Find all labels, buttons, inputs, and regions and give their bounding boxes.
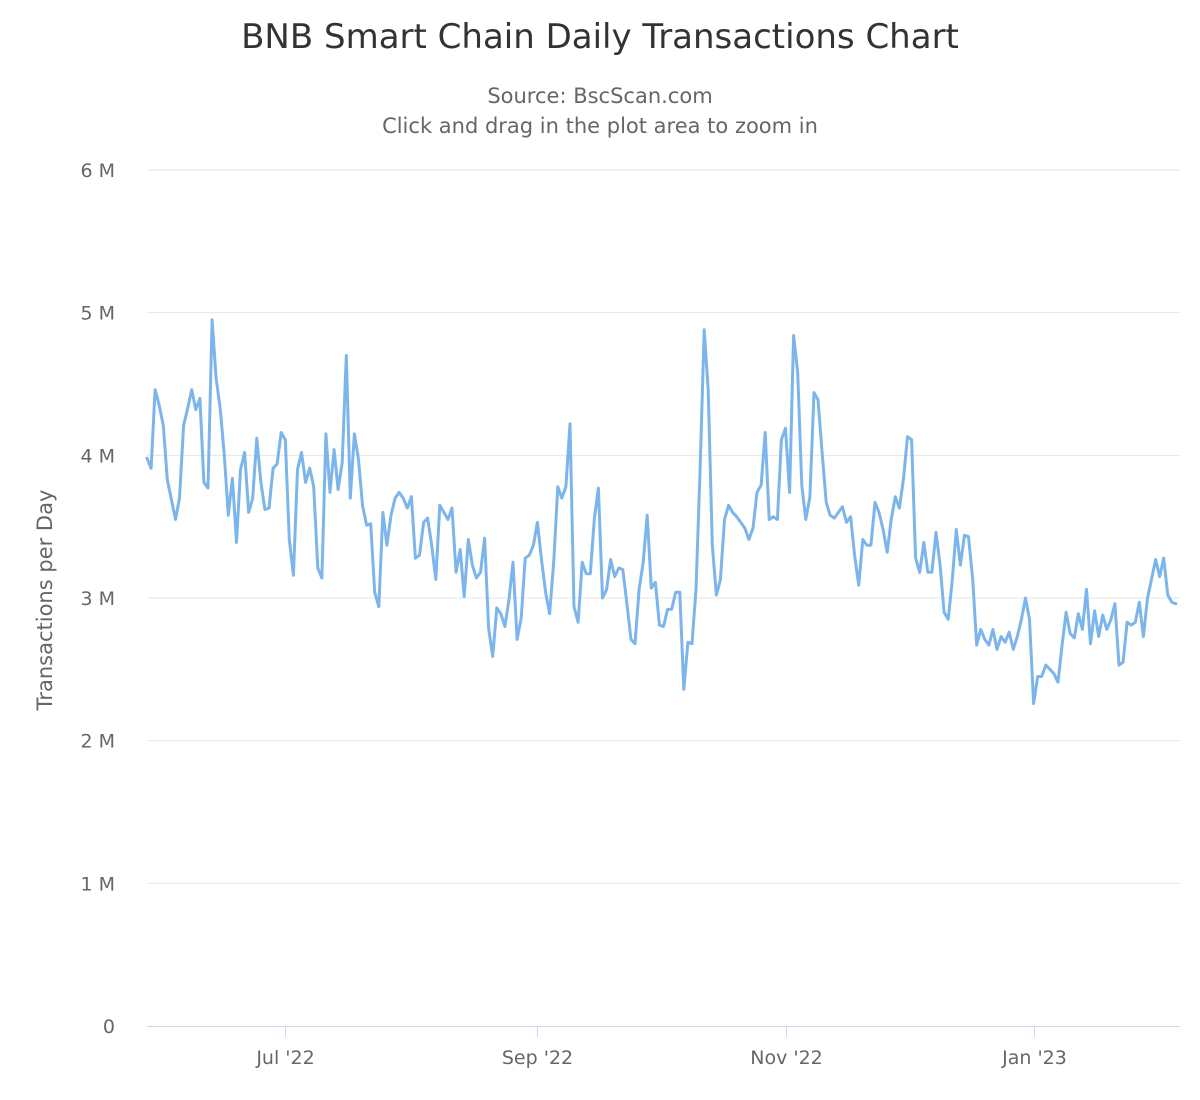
grid-lines xyxy=(147,169,1180,884)
chart-zoom-hint: Click and drag in the plot area to zoom … xyxy=(382,114,818,138)
chart-subtitle: Source: BscScan.com xyxy=(487,84,712,108)
x-tick-label: Jul '22 xyxy=(255,1047,314,1069)
y-tick-label: 1 M xyxy=(80,873,115,895)
chart-title: BNB Smart Chain Daily Transactions Chart xyxy=(241,17,959,57)
x-tick-label: Sep '22 xyxy=(502,1047,573,1069)
y-tick-label: 0 xyxy=(103,1016,115,1038)
series-group xyxy=(145,318,1178,706)
x-axis: Jul '22 Sep '22 Nov '22 Jan '23 xyxy=(147,1026,1180,1069)
x-tick-label: Nov '22 xyxy=(750,1047,823,1069)
x-tick-label: Jan '23 xyxy=(1001,1047,1067,1069)
series-line[interactable] xyxy=(145,318,1178,706)
y-tick-label: 6 M xyxy=(80,160,115,182)
y-axis-ticks: 0 1 M 2 M 3 M 4 M 5 M 6 M xyxy=(80,160,115,1038)
y-axis-title: Transactions per Day xyxy=(33,490,57,712)
y-tick-label: 5 M xyxy=(80,303,115,325)
y-tick-label: 2 M xyxy=(80,731,115,753)
y-tick-label: 3 M xyxy=(80,588,115,610)
y-tick-label: 4 M xyxy=(80,445,115,467)
